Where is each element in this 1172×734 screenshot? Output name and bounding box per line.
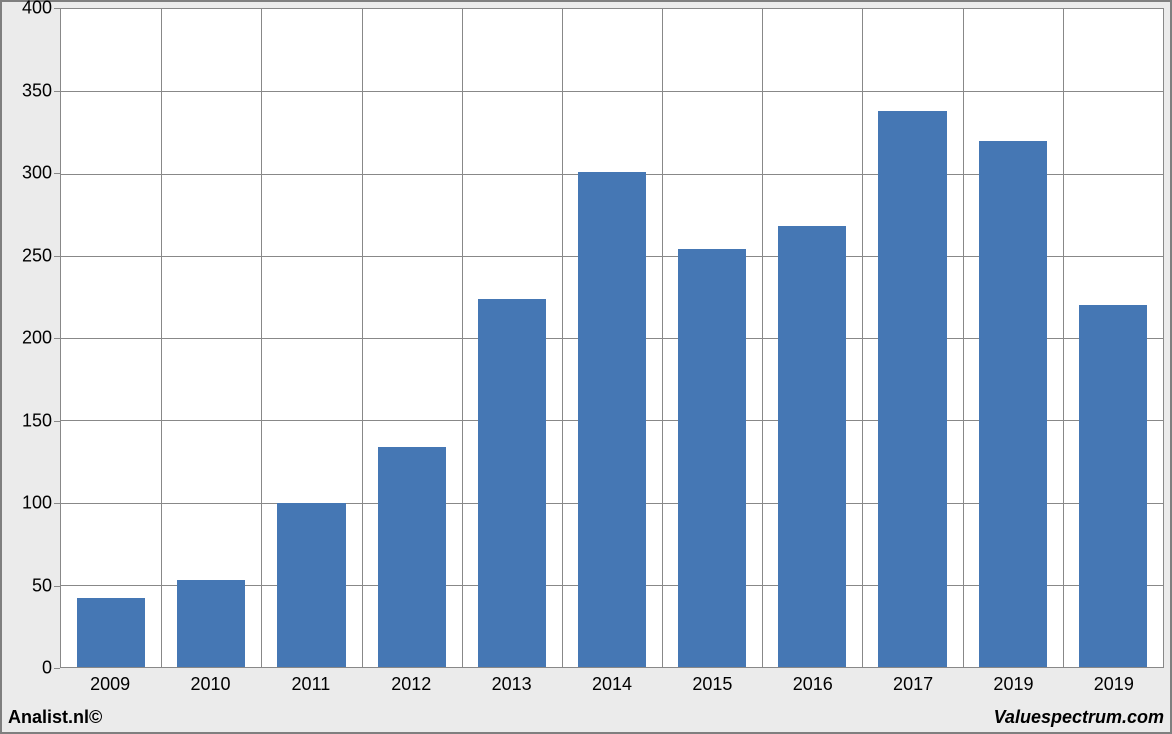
y-tick-label: 100 bbox=[22, 493, 52, 514]
gridline-horizontal bbox=[61, 91, 1163, 92]
plot-wrap: 050100150200250300350400 200920102011201… bbox=[8, 8, 1164, 702]
y-tick-label: 50 bbox=[32, 575, 52, 596]
x-tick-label: 2011 bbox=[292, 674, 331, 695]
footer-left-label: Analist.nl© bbox=[8, 707, 102, 728]
x-tick-label: 2010 bbox=[191, 674, 231, 695]
x-axis: 2009 2010 2011 2012 2013 2014 2015 2016 2017 2019… bbox=[60, 668, 1164, 702]
gridline-vertical bbox=[161, 9, 162, 667]
bar bbox=[378, 447, 446, 667]
y-tick-label: 300 bbox=[22, 163, 52, 184]
gridline-vertical bbox=[762, 9, 763, 667]
gridline-vertical bbox=[261, 9, 262, 667]
bar bbox=[177, 580, 245, 667]
bar bbox=[878, 111, 946, 667]
bar bbox=[578, 172, 646, 667]
gridline-vertical bbox=[862, 9, 863, 667]
x-tick-label: 2019 bbox=[1094, 674, 1134, 695]
x-tick-label: 2013 bbox=[492, 674, 532, 695]
bar bbox=[77, 598, 145, 667]
x-tick-label: 2014 bbox=[592, 674, 632, 695]
x-tick-label: 2009 bbox=[90, 674, 130, 695]
bar bbox=[277, 503, 345, 668]
gridline-vertical bbox=[562, 9, 563, 667]
bar bbox=[678, 249, 746, 667]
y-tick-label: 350 bbox=[22, 80, 52, 101]
y-tick-label: 0 bbox=[42, 658, 52, 679]
chart-column: 2009 2010 2011 2012 2013 2014 2015 2016 2017 2019… bbox=[60, 8, 1164, 702]
plot-area bbox=[60, 8, 1164, 668]
x-tick-label: 2015 bbox=[692, 674, 732, 695]
chart-frame: 0 50 100 150 200 250 300 350 400 2009 2010 2011 201… bbox=[0, 0, 1172, 734]
footer-right-label: Valuespectrum.com bbox=[994, 707, 1164, 728]
gridline-vertical bbox=[1063, 9, 1064, 667]
bar bbox=[1079, 305, 1147, 667]
gridline-vertical bbox=[462, 9, 463, 667]
chart-footer: Analist.nl© Valuespectrum.com bbox=[8, 706, 1164, 728]
bar bbox=[478, 299, 546, 667]
y-tick-label: 200 bbox=[22, 328, 52, 349]
y-tick-label: 400 bbox=[22, 0, 52, 19]
x-tick-label: 2012 bbox=[391, 674, 431, 695]
y-axis: 050100150200250300350400 bbox=[8, 8, 60, 702]
x-tick-label: 2016 bbox=[793, 674, 833, 695]
x-tick-label: 2017 bbox=[893, 674, 933, 695]
x-tick-label: 2019 bbox=[993, 674, 1033, 695]
bar bbox=[778, 226, 846, 667]
y-tick-label: 250 bbox=[22, 245, 52, 266]
y-tick-label: 150 bbox=[22, 410, 52, 431]
gridline-vertical bbox=[963, 9, 964, 667]
gridline-vertical bbox=[662, 9, 663, 667]
gridline-vertical bbox=[362, 9, 363, 667]
bar bbox=[979, 141, 1047, 667]
